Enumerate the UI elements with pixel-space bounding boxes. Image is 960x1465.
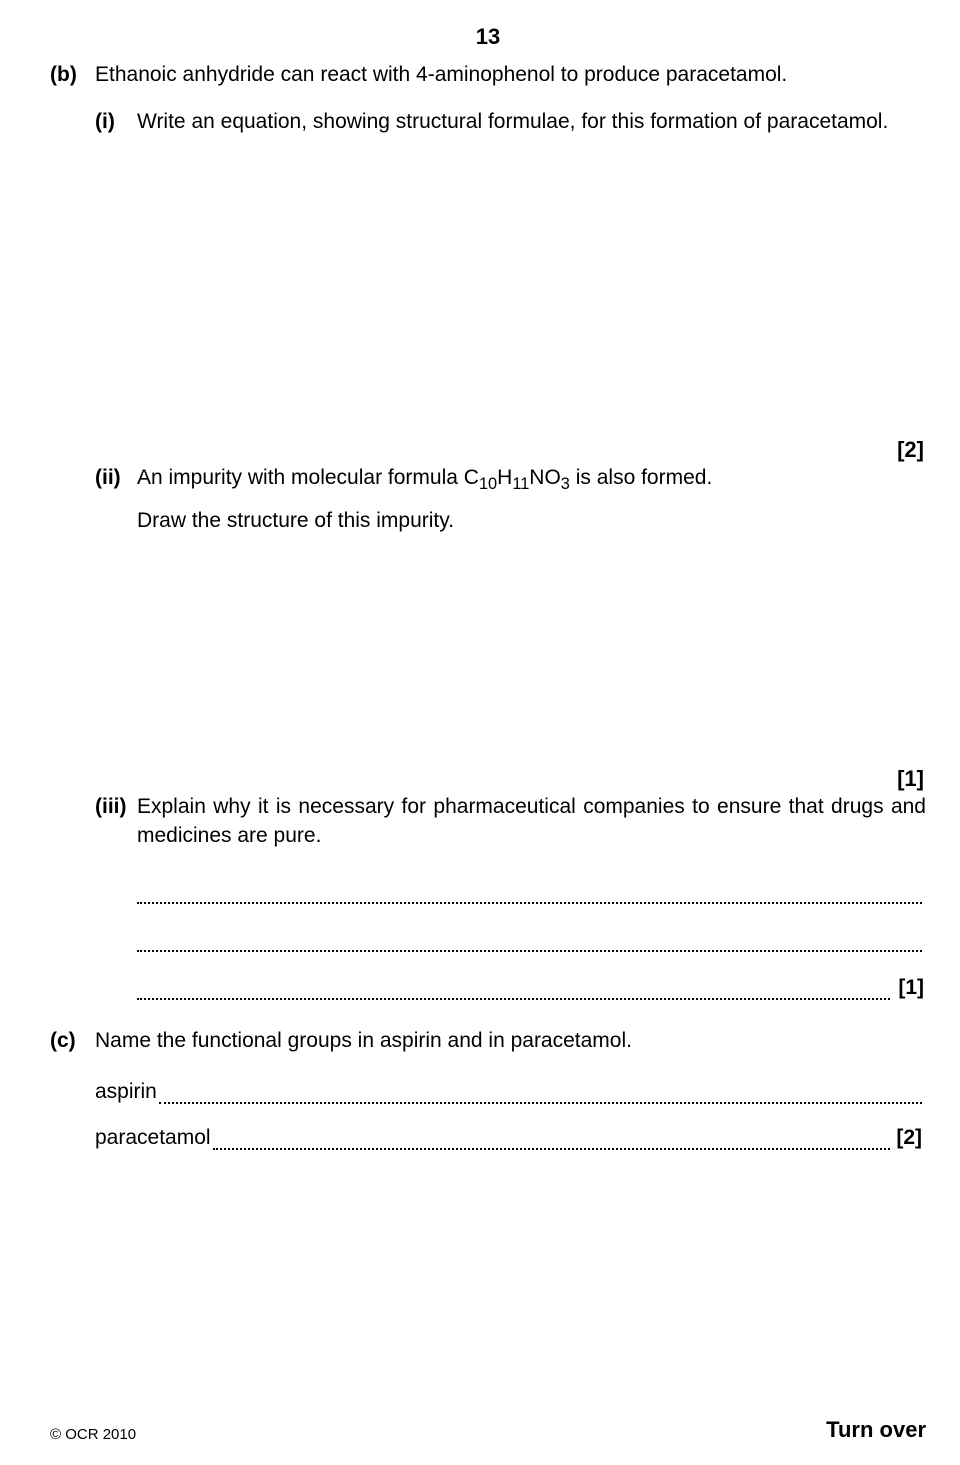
answer-paracetamol[interactable]: paracetamol [2] [95,1126,922,1150]
label-b-iii: (iii) [95,792,137,821]
aspirin-label: aspirin [95,1080,159,1104]
answer-area-b-iii[interactable]: [1] [137,874,922,1000]
answer-line[interactable] [159,1092,922,1104]
label-b-ii: (ii) [95,463,137,492]
answer-line[interactable] [213,1138,891,1150]
page-footer: © OCR 2010 Turn over [50,1417,926,1443]
page-number: 13 [50,24,926,50]
marks-c: [2] [890,1126,922,1150]
answer-line[interactable]: [1] [137,970,922,1000]
question-b-ii-line2: Draw the structure of this impurity. [50,506,926,535]
marks-b-ii: [1] [50,766,926,792]
text-b-intro: Ethanoic anhydride can react with 4-amin… [95,60,926,89]
label-c: (c) [50,1026,95,1055]
answer-aspirin[interactable]: aspirin [95,1080,922,1104]
turn-over: Turn over [826,1417,926,1443]
answer-line[interactable] [137,922,922,952]
question-b-i: (i) Write an equation, showing structura… [50,107,926,136]
copyright: © OCR 2010 [50,1426,136,1443]
text-c: Name the functional groups in aspirin an… [95,1026,926,1055]
label-b-i: (i) [95,107,137,136]
question-b-ii: (ii) An impurity with molecular formula … [50,463,926,492]
text-b-ii-line2: Draw the structure of this impurity. [137,506,926,535]
paracetamol-label: paracetamol [95,1126,213,1150]
marks-b-i: [2] [50,437,926,463]
text-b-ii-line1: An impurity with molecular formula C10H1… [137,463,926,492]
question-b: (b) Ethanoic anhydride can react with 4-… [50,60,926,89]
label-b: (b) [50,60,95,89]
answer-line[interactable] [137,874,922,904]
exam-page: 13 (b) Ethanoic anhydride can react with… [0,0,960,1465]
text-b-iii: Explain why it is necessary for pharmace… [137,792,926,851]
question-b-iii: (iii) Explain why it is necessary for ph… [50,792,926,851]
text-b-i: Write an equation, showing structural fo… [137,107,926,136]
marks-b-iii: [1] [892,976,924,1000]
question-c: (c) Name the functional groups in aspiri… [50,1026,926,1055]
